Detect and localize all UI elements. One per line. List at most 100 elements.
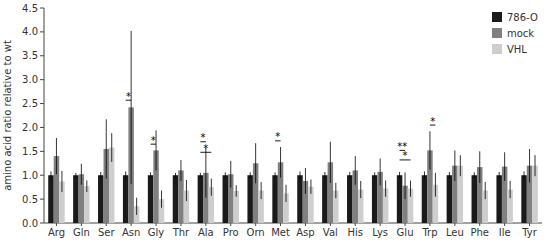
bar [223,175,228,223]
error-bar [405,172,406,199]
error-bar [299,171,300,179]
error-bar [349,172,350,179]
y-tick [40,199,44,200]
x-tick-label: Leu [446,227,464,238]
legend: 786-OmockVHL [492,12,538,55]
bar [247,175,252,223]
x-tick-label: Tyr [521,227,537,238]
x-tick-label: His [347,227,363,238]
bar [148,175,153,223]
error-bar [56,138,57,174]
x-tick [305,223,306,226]
error-bar [225,172,226,178]
error-bar [435,173,436,197]
annotations: ********* [126,91,436,162]
x-tick [429,223,430,226]
bar [123,175,128,223]
error-bar [429,131,430,169]
x-tick [380,223,381,226]
bar [73,175,78,223]
x-tick [131,223,132,226]
error-bar [286,185,287,202]
error-bar [86,180,87,191]
x-tick-label: Trp [421,227,437,238]
error-bar [236,185,237,196]
bar [496,175,501,223]
error-bar [479,151,480,183]
bar [322,175,327,223]
y-tick-label: 4.5 [22,3,38,14]
error-bar [399,172,400,179]
bar [272,175,277,223]
error-bar [499,172,500,179]
bar [347,175,352,223]
y-axis: 0.00.51.01.52.02.53.03.54.04.5 [22,3,44,229]
error-bar [175,173,176,178]
bar [297,175,302,223]
y-tick [40,8,44,9]
error-bar [106,119,107,178]
error-bar [535,155,536,176]
x-tick-label: Glu [397,227,414,238]
x-tick [156,223,157,226]
y-tick [40,175,44,176]
error-bar [305,168,306,194]
y-tick-label: 0.0 [22,218,38,229]
x-tick [255,223,256,226]
legend-swatch [492,28,502,38]
bar [48,175,53,223]
error-bar [255,143,256,183]
error-bar [131,31,132,184]
plot-area [48,31,538,223]
error-bar [424,171,425,179]
legend-swatch [492,12,502,22]
y-tick-label: 1.5 [22,146,38,157]
error-bars [56,31,529,199]
error-bar [310,180,311,194]
significance-label: * [203,143,208,154]
x-tick-label: Phe [470,227,489,238]
x-tick-label: Pro [223,227,239,238]
error-bar [510,181,511,198]
x-tick-label: Orn [247,227,265,238]
x-tick-label: Ala [198,227,214,238]
error-bar [61,171,62,192]
error-bar [200,173,201,178]
significance-label: * [403,150,408,161]
bar [447,175,452,223]
y-tick-label: 1.0 [22,170,38,181]
error-bar [150,172,151,178]
y-tick-label: 4.0 [22,26,38,37]
x-tick [405,223,406,226]
y-tick [40,127,44,128]
x-tick-label: Met [271,227,290,238]
error-bar [100,172,101,179]
error-bar [205,148,206,198]
y-tick-label: 2.5 [22,98,38,109]
error-bar [324,172,325,179]
error-bar [111,133,112,162]
chart: 0.00.51.01.52.02.53.03.54.04.5amino acid… [0,0,550,243]
x-tick [330,223,331,226]
x-tick-label: Gln [73,227,90,238]
error-bar [280,147,281,178]
x-tick [56,223,57,226]
bar [521,175,526,223]
x-tick [529,223,530,226]
x-tick [180,223,181,226]
error-bar [330,142,331,183]
error-bar [230,161,231,188]
error-bar [449,172,450,179]
x-tick [81,223,82,226]
x-axis: ArgGlnSerAsnGlyThrAlaProOrnMetAspValHisL… [44,223,542,238]
bar [198,175,203,223]
y-tick-label: 3.5 [22,50,38,61]
significance-label: * [201,132,206,143]
error-bar [335,183,336,198]
y-tick [40,79,44,80]
bar [372,175,377,223]
y-tick-label: 3.0 [22,74,38,85]
error-bar [360,181,361,198]
significance-label: * [430,116,435,127]
x-tick-label: Thr [172,227,190,238]
